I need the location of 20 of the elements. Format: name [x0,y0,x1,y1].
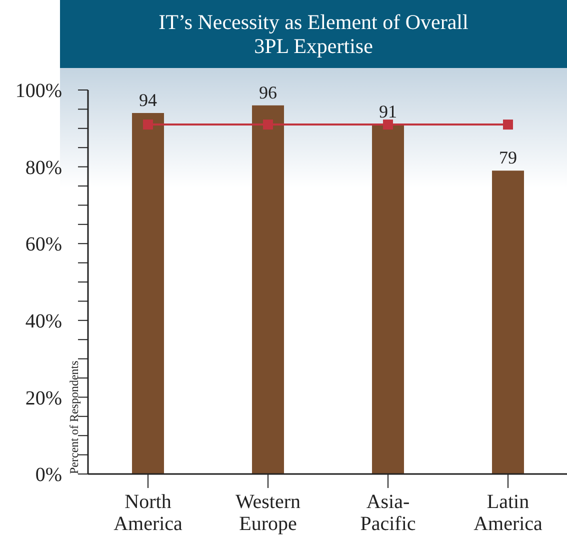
data-label: 96 [259,82,277,102]
y-tick-label: 80% [25,156,62,179]
x-tick-label: North America [114,491,183,535]
x-tick-label: Asia-Pacific [360,491,416,535]
y-tick-label: 40% [25,310,62,332]
bar [252,105,284,474]
y-tick-label: 60% [25,234,62,256]
y-tick-label: 0% [35,464,62,486]
bar [132,113,164,474]
data-label: 79 [499,148,517,168]
data-label: 91 [379,102,397,122]
x-tick-label: Western Europe [235,491,301,535]
y-tick-label: 100% [15,80,62,102]
x-tick-label: Latin America [474,491,543,535]
data-label: 94 [139,90,157,110]
bar [492,170,524,474]
y-tick-label: 20% [25,387,62,410]
bar [372,124,404,474]
y-axis-title: Percent of Respondents [67,360,81,474]
chart-title: IT’s Necessity as Element of Overall 3PL Expertise [158,10,470,58]
